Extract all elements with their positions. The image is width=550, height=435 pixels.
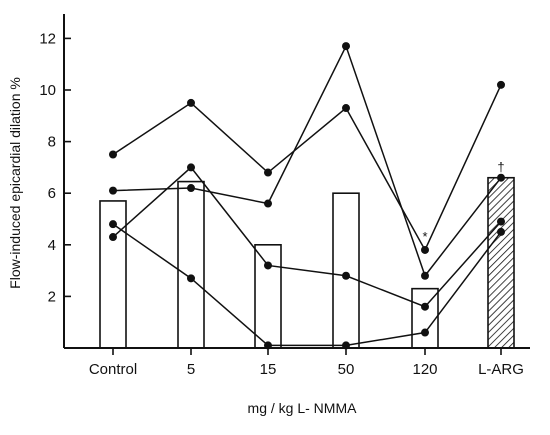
series-2-point-50 (342, 42, 350, 51)
series-2-point-control (109, 186, 117, 195)
series-2-point-5 (187, 184, 195, 193)
series-1-point-l-arg (497, 80, 505, 89)
y-tick-label-10: 10 (39, 82, 56, 99)
series-2-point-120 (421, 271, 429, 280)
series-3-point-120 (421, 302, 429, 311)
series-lines-layer (112, 44, 502, 347)
series-4-point-l-arg (497, 227, 505, 236)
x-tick-label-5: 5 (187, 361, 195, 378)
y-tick-label-2: 2 (48, 288, 56, 305)
series-points-layer (109, 42, 505, 350)
x-axis-title: mg / kg L- NMMA (248, 400, 358, 416)
series-2-point-l-arg (497, 173, 505, 182)
annotation-l-arg: † (497, 159, 504, 174)
axes-layer (63, 14, 530, 349)
bar-5 (177, 180, 205, 349)
series-line-4 (112, 223, 502, 347)
bar-50 (332, 192, 360, 349)
series-4-point-5 (187, 274, 195, 283)
bar-15 (254, 244, 282, 349)
x-tick-label-control: Control (89, 361, 137, 378)
y-tick-label-8: 8 (48, 134, 56, 151)
bars-layer (99, 176, 515, 349)
series-line-3 (112, 166, 502, 308)
series-4-point-control (109, 220, 117, 229)
series-line-2 (112, 44, 502, 278)
series-4-point-120 (421, 328, 429, 337)
x-tick-label-l-arg: L-ARG (478, 361, 524, 378)
annotation-120: * (422, 229, 427, 244)
series-2-point-15 (264, 199, 272, 208)
series-3-point-50 (342, 271, 350, 280)
y-tick-label-4: 4 (48, 237, 56, 254)
bar-l-arg (487, 176, 515, 349)
series-1-point-15 (264, 168, 272, 177)
series-1-point-50 (342, 104, 350, 113)
x-tick-label-120: 120 (412, 361, 437, 378)
ticks-layer: 2 4 6 8 10 12 Control 5 15 50 120 L-ARG (39, 30, 524, 378)
series-3-point-control (109, 233, 117, 242)
series-1-point-control (109, 150, 117, 159)
y-tick-label-6: 6 (48, 185, 56, 202)
series-3-point-5 (187, 163, 195, 172)
annotations-layer: *† (422, 159, 504, 244)
x-tick-label-50: 50 (338, 361, 355, 378)
series-1-point-120 (421, 245, 429, 254)
series-3-point-15 (264, 261, 272, 270)
series-3-point-l-arg (497, 217, 505, 226)
y-axis-title: Flow-induced epicardial dilation % (7, 77, 23, 289)
y-tick-label-12: 12 (39, 30, 56, 47)
series-line-1 (112, 84, 502, 252)
series-1-point-5 (187, 98, 195, 107)
x-tick-label-15: 15 (260, 361, 277, 378)
